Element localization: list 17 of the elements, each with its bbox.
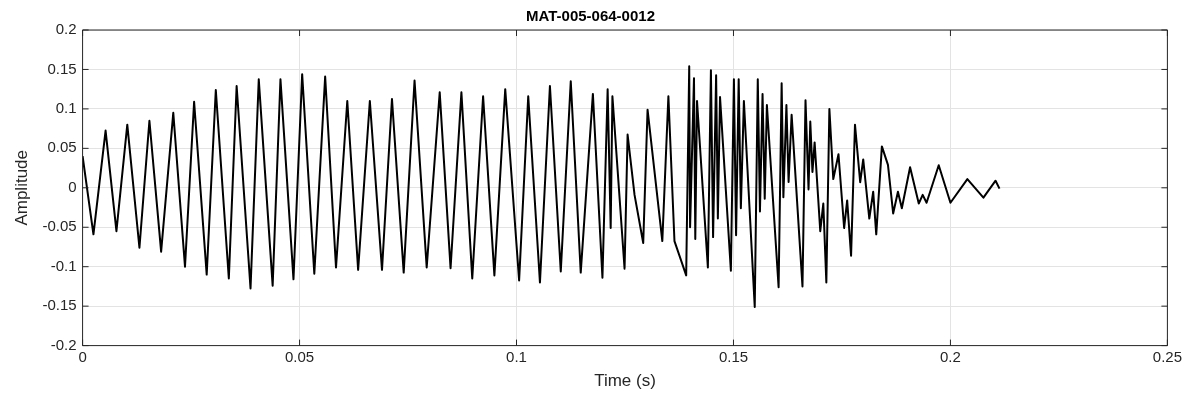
y-tick-label: -0.1: [50, 256, 77, 274]
y-tick-label: -0.05: [42, 217, 77, 235]
y-tick-label: -0.15: [42, 296, 77, 314]
chart-title: MAT-005-064-0012: [526, 7, 655, 25]
y-tick-label: 0.2: [55, 20, 77, 38]
y-tick-label: 0: [68, 177, 77, 195]
y-tick-label: 0.1: [55, 99, 77, 117]
x-axis-title: Time (s): [594, 371, 656, 391]
y-tick-label: 0.05: [47, 138, 77, 156]
x-tick-label: 0.05: [284, 347, 315, 365]
x-tick-label: 0.1: [506, 347, 527, 365]
x-tick-label: 0.2: [940, 347, 961, 365]
x-tick-label: 0.15: [718, 347, 749, 365]
y-tick-label: 0.15: [47, 59, 77, 77]
x-tick-label: 0.25: [1152, 347, 1182, 365]
y-axis-title: Amplitude: [11, 150, 31, 226]
y-tick-label: -0.2: [50, 335, 77, 353]
